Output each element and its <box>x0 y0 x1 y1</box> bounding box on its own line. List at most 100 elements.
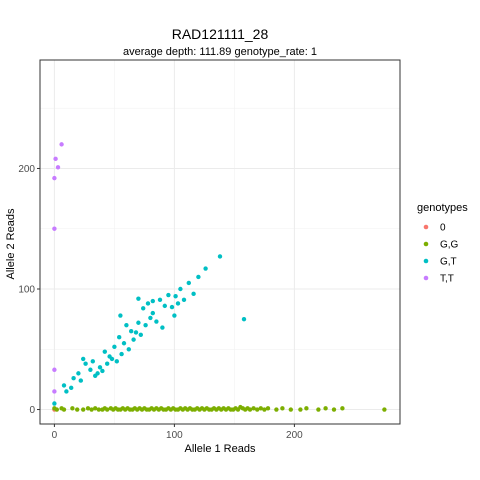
data-point-gt <box>157 297 163 303</box>
data-point-gg <box>258 406 263 411</box>
data-point-gg <box>61 407 67 412</box>
y-tick-label: 200 <box>18 164 35 175</box>
data-point-gt <box>69 385 74 391</box>
data-point-gg <box>247 407 253 412</box>
data-point-gt <box>97 365 103 370</box>
data-point-gt <box>145 301 151 306</box>
legend-label: G,G <box>440 240 459 251</box>
data-point-gt <box>181 297 187 303</box>
data-point-gt <box>160 325 165 330</box>
data-point-gt <box>61 383 67 388</box>
y-tick-label: 100 <box>18 285 35 296</box>
data-point-gt <box>126 347 131 352</box>
data-point-gt <box>166 292 171 298</box>
data-point-gt <box>118 313 123 318</box>
data-point-gg <box>85 406 91 411</box>
data-point-gt <box>133 330 139 335</box>
data-point-gg <box>251 406 256 411</box>
data-point-gt <box>162 303 167 309</box>
data-point-gg <box>262 407 267 412</box>
data-point-tt <box>52 175 57 181</box>
legend-key-gt <box>423 258 429 264</box>
data-point-gg <box>89 407 94 412</box>
chart-title: RAD121111_28 <box>172 26 269 42</box>
data-point-gg <box>93 406 98 411</box>
data-point-tt <box>52 226 57 231</box>
data-point-gt <box>52 401 57 406</box>
data-point-gt <box>148 315 153 321</box>
data-point-gt <box>217 254 223 259</box>
data-point-gg <box>255 407 260 412</box>
x-axis-label: Allele 1 Reads <box>185 443 256 455</box>
data-point-tt <box>52 367 57 372</box>
data-point-tt <box>53 156 58 162</box>
data-point-gg <box>81 407 86 412</box>
legend-key-gg <box>423 241 429 247</box>
x-tick-label: 100 <box>166 430 183 441</box>
data-point-gt <box>102 349 108 354</box>
plot-panel: 0 100 200 0 100 200 <box>18 59 401 441</box>
data-point-gg <box>54 407 59 412</box>
data-point-gt <box>143 322 148 328</box>
data-point-gg <box>288 407 293 412</box>
data-point-gt <box>64 389 69 394</box>
data-point-gt <box>175 301 181 306</box>
data-point-tt <box>59 142 64 147</box>
data-point-tt <box>52 389 57 394</box>
legend-label: T,T <box>440 274 454 285</box>
data-point-gg <box>96 407 102 412</box>
data-point-gt <box>112 344 117 350</box>
data-point-gt <box>100 368 105 374</box>
data-point-gt <box>119 351 124 357</box>
data-point-gg <box>340 406 345 411</box>
data-point-gg <box>274 407 279 412</box>
data-point-gg <box>280 406 285 411</box>
data-point-gt <box>124 322 129 328</box>
y-axis-label: Allele 2 Reads <box>5 208 17 279</box>
data-point-gt <box>88 367 93 372</box>
data-point-gt <box>150 310 155 316</box>
data-point-gt <box>136 320 141 325</box>
data-point-gt <box>95 371 100 376</box>
data-point-gt <box>196 274 201 280</box>
data-point-gg <box>298 407 303 412</box>
data-point-gt <box>172 313 177 318</box>
legend-label: G,T <box>440 257 457 268</box>
data-point-gt <box>191 291 196 297</box>
chart-subtitle: average depth: 111.89 genotype_rate: 1 <box>123 46 317 58</box>
data-point-gg <box>265 406 271 411</box>
panel-border <box>39 59 401 425</box>
data-point-gt <box>105 361 110 366</box>
data-point-gt <box>121 341 127 346</box>
x-tick-label: 200 <box>286 430 303 441</box>
data-point-gt <box>203 266 208 271</box>
data-point-gt <box>154 319 159 324</box>
data-point-gg <box>75 407 80 412</box>
data-point-gg <box>304 406 309 411</box>
legend: genotypes 0 G,G G,T T,T <box>417 202 468 285</box>
legend-key-tt <box>423 275 429 281</box>
data-point-gt <box>141 306 146 311</box>
data-point-gg <box>105 407 110 412</box>
data-point-gt <box>173 294 178 299</box>
data-point-gt <box>150 298 155 304</box>
data-point-gt <box>169 304 175 310</box>
data-point-gt <box>138 332 143 338</box>
data-point-gt <box>114 359 120 364</box>
data-point-gt <box>76 371 81 376</box>
data-point-gt <box>71 375 76 381</box>
data-point-gt <box>241 316 247 322</box>
data-point-gg <box>70 406 75 411</box>
legend-title: genotypes <box>417 202 468 214</box>
data-point-gg <box>382 407 387 412</box>
data-point-gt <box>136 296 141 301</box>
data-point-gt <box>78 378 84 383</box>
data-point-tt <box>55 165 61 170</box>
x-tick-label: 0 <box>52 430 58 441</box>
data-point-gt <box>109 356 115 362</box>
data-point-gt <box>90 359 96 364</box>
data-point-gg <box>331 407 337 412</box>
legend-label: 0 <box>440 223 446 234</box>
data-point-gt <box>81 356 86 362</box>
y-tick-label: 0 <box>29 405 35 416</box>
